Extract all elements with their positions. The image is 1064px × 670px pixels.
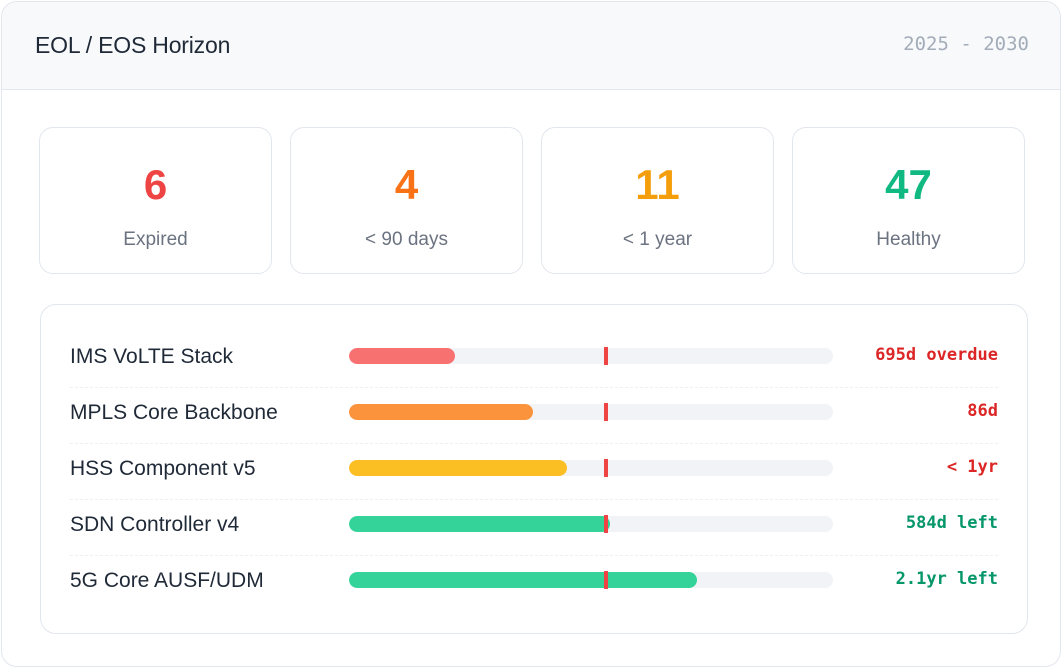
timeline-track: [349, 572, 833, 588]
today-marker: [603, 515, 608, 533]
stat-under-90-days[interactable]: 4 < 90 days: [290, 127, 523, 274]
timeline-track: [349, 460, 833, 476]
item-status: 86d: [967, 401, 998, 421]
row-divider: [70, 499, 998, 500]
stat-value: 11: [635, 161, 680, 208]
list-item[interactable]: 5G Core AUSF/UDM 2.1yr left: [70, 556, 998, 612]
item-name: HSS Component v5: [70, 457, 256, 480]
item-status: < 1yr: [946, 457, 998, 477]
timeline-fill: [349, 572, 698, 588]
item-name: IMS VoLTE Stack: [70, 345, 234, 368]
row-divider: [70, 555, 998, 556]
timeline-track: [349, 516, 833, 532]
item-status: 695d overdue: [875, 345, 998, 365]
today-marker: [603, 571, 608, 589]
stat-value: 6: [143, 161, 168, 208]
stat-under-1-year[interactable]: 11 < 1 year: [541, 127, 774, 274]
item-name: MPLS Core Backbone: [70, 401, 278, 424]
list-item[interactable]: HSS Component v5 < 1yr: [70, 444, 998, 500]
item-status: 2.1yr left: [895, 569, 998, 589]
stat-healthy[interactable]: 47 Healthy: [792, 127, 1025, 274]
item-name: 5G Core AUSF/UDM: [70, 569, 264, 592]
stat-label: < 90 days: [365, 229, 448, 250]
timeline-track: [349, 404, 833, 420]
item-name: SDN Controller v4: [70, 513, 240, 536]
timeline-fill: [349, 460, 567, 476]
lifecycle-list: IMS VoLTE Stack 695d overdue MPLS Core B…: [40, 304, 1028, 634]
stat-label: Healthy: [876, 229, 941, 250]
card-title: EOL / EOS Horizon: [35, 32, 231, 58]
list-item[interactable]: IMS VoLTE Stack 695d overdue: [70, 332, 998, 388]
today-marker: [603, 347, 608, 365]
timeline-fill: [349, 404, 533, 420]
stat-label: < 1 year: [622, 229, 693, 250]
stat-value: 47: [885, 161, 932, 208]
today-marker: [603, 403, 608, 421]
timeline-fill: [349, 516, 611, 532]
stat-label: Expired: [123, 229, 188, 250]
item-status: 584d left: [905, 513, 998, 533]
today-marker: [603, 459, 608, 477]
row-divider: [70, 443, 998, 444]
card-header: EOL / EOS Horizon 2025 - 2030: [2, 2, 1060, 90]
row-divider: [70, 387, 998, 388]
list-item[interactable]: SDN Controller v4 584d left: [70, 500, 998, 556]
stat-value: 4: [394, 161, 419, 208]
timeline-track: [349, 348, 833, 364]
timeline-fill: [349, 348, 456, 364]
list-item[interactable]: MPLS Core Backbone 86d: [70, 388, 998, 444]
stat-expired[interactable]: 6 Expired: [39, 127, 272, 274]
date-range: 2025 - 2030: [903, 33, 1029, 55]
